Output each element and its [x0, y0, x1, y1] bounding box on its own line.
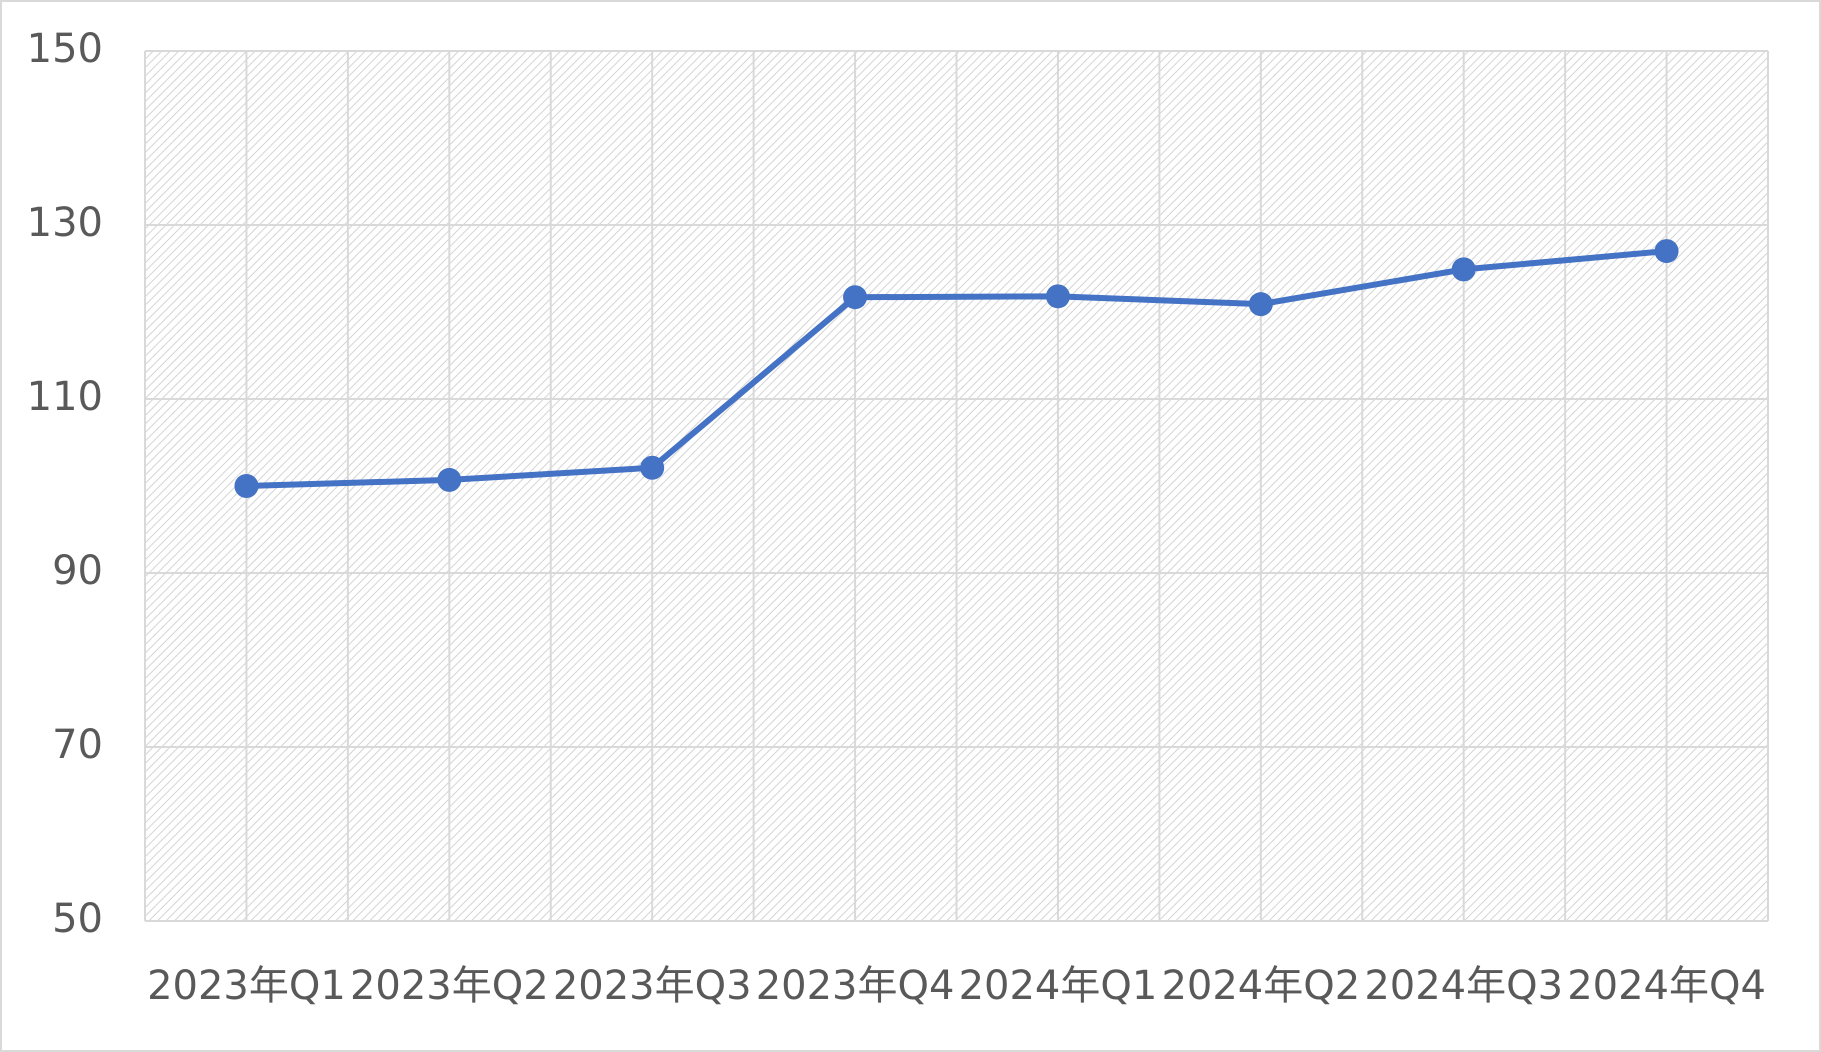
data-line — [246, 248, 1667, 489]
y-tick-label: 90 — [52, 548, 103, 594]
data-point — [640, 455, 665, 480]
x-tick-label: 2023年Q3 — [553, 963, 752, 1009]
data-point — [1045, 284, 1070, 309]
data-point — [1654, 239, 1679, 264]
y-tick-label: 130 — [27, 200, 103, 246]
y-tick-label: 150 — [27, 26, 103, 72]
x-tick-label: 2023年Q2 — [350, 963, 549, 1009]
y-tick-label: 50 — [52, 896, 103, 942]
data-point — [437, 467, 462, 492]
data-point — [843, 285, 868, 310]
data-point — [1451, 257, 1476, 282]
data-point — [234, 474, 259, 498]
y-tick-label: 70 — [52, 722, 103, 768]
x-tick-label: 2024年Q2 — [1161, 963, 1360, 1009]
y-tick-label: 110 — [27, 374, 103, 420]
data-point — [1248, 292, 1273, 317]
x-tick-label: 2023年Q4 — [756, 963, 955, 1009]
x-tick-label: 2024年Q1 — [959, 963, 1158, 1009]
x-tick-label: 2024年Q4 — [1567, 963, 1766, 1009]
x-tick-label: 2023年Q1 — [147, 963, 346, 1009]
x-tick-label: 2024年Q3 — [1364, 963, 1563, 1009]
